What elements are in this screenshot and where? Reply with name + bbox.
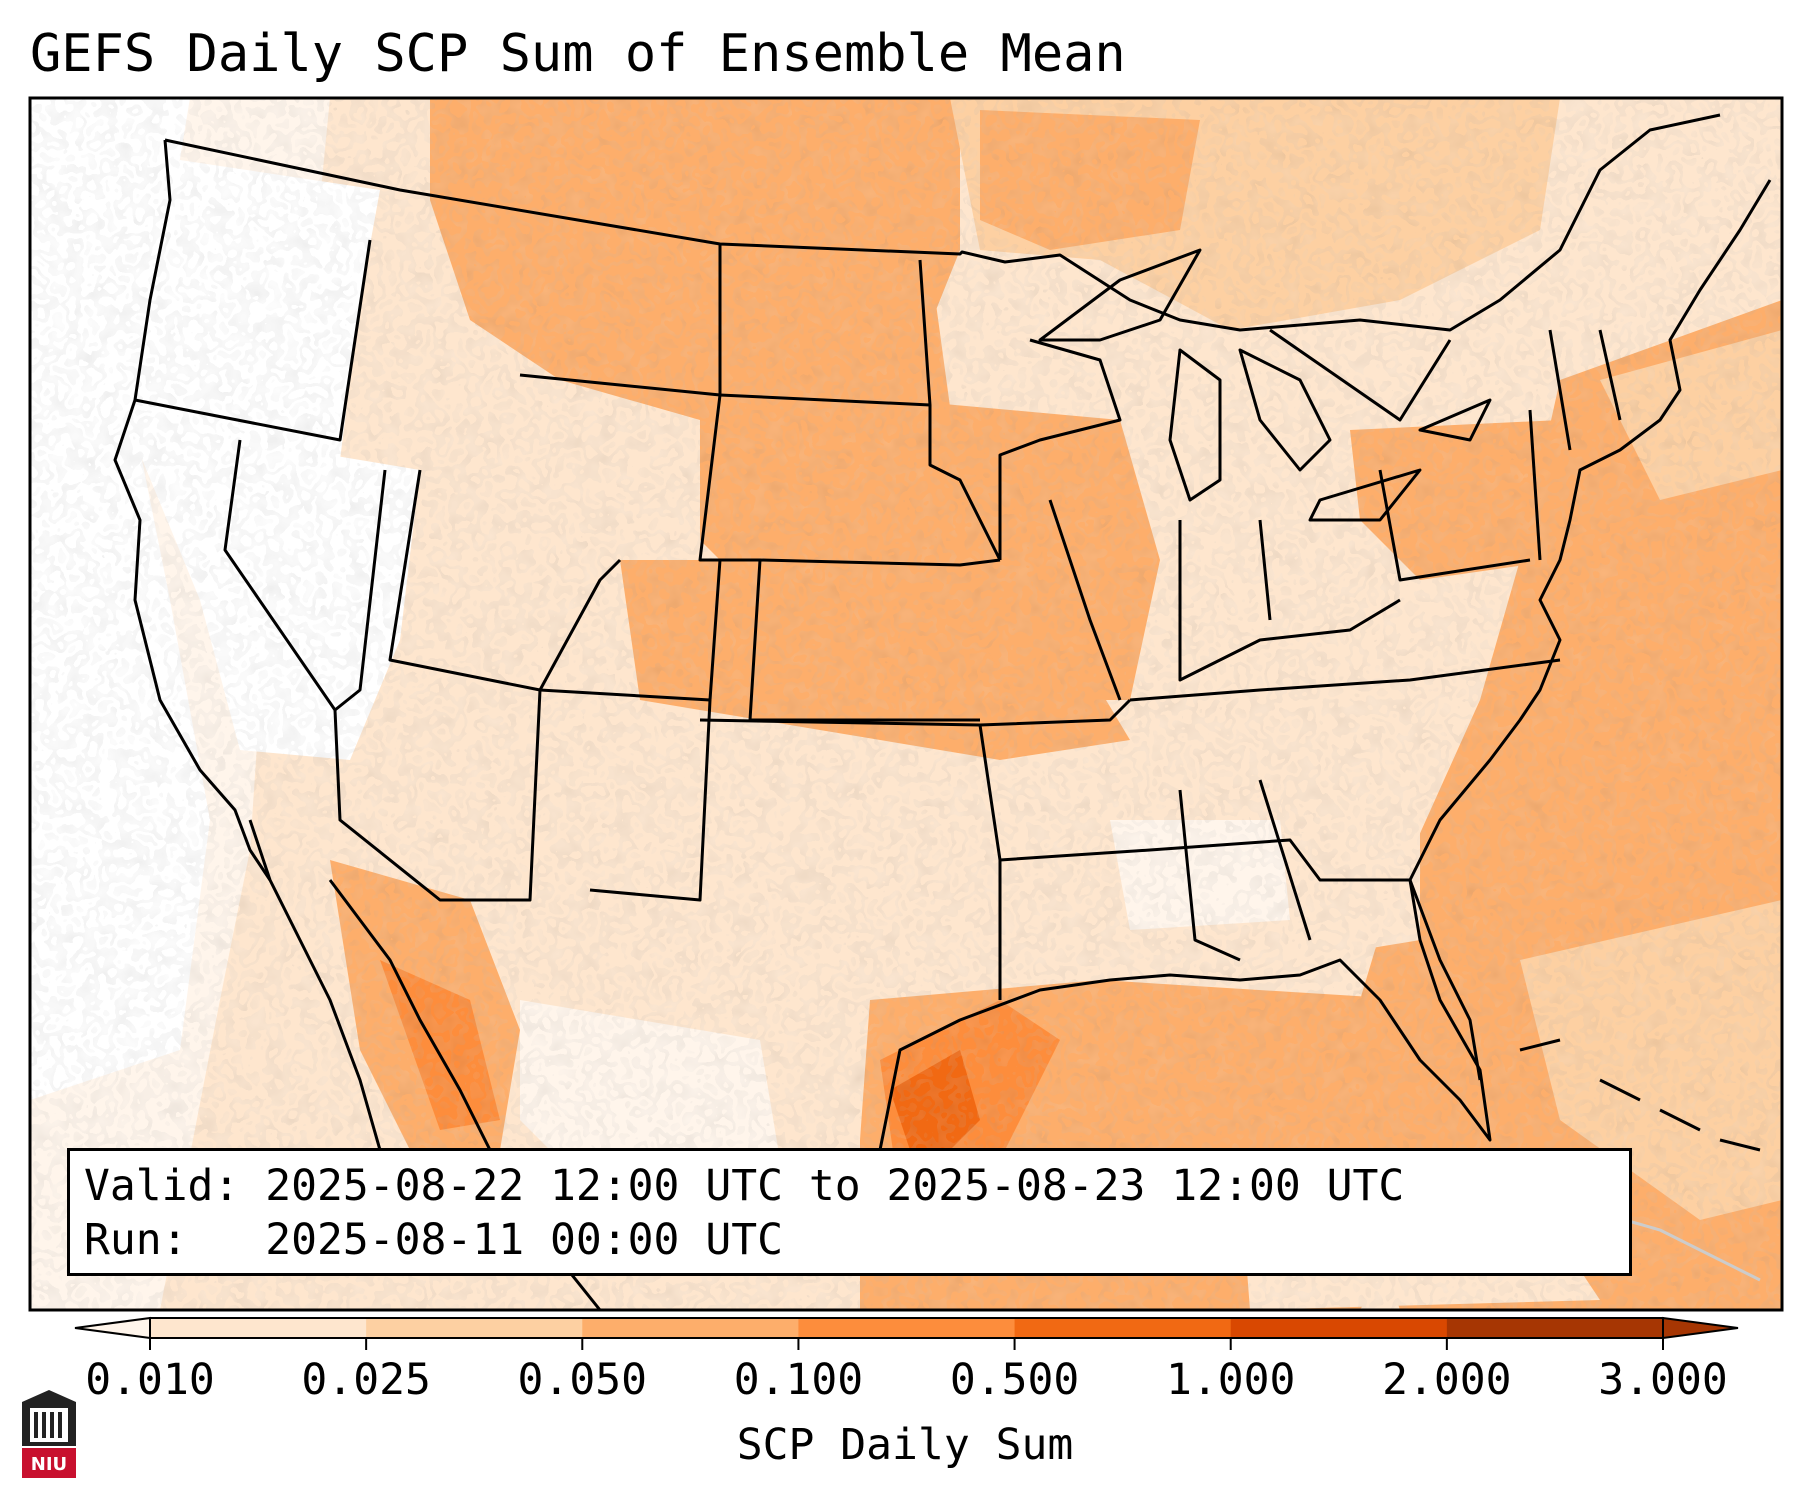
colorbar-extend-high — [1662, 1316, 1739, 1340]
map-title: GEFS Daily SCP Sum of Ensemble Mean — [30, 24, 1126, 84]
colorbar-segment — [798, 1318, 1016, 1338]
colorbar-label: SCP Daily Sum — [736, 1420, 1074, 1470]
valid-run-info-box: Valid: 2025-08-22 12:00 UTC to 2025-08-2… — [67, 1148, 1632, 1276]
colorbar-frame — [149, 1317, 1664, 1339]
colorbar — [74, 1316, 1739, 1350]
colorbar-tick-label: 2.000 — [1382, 1355, 1512, 1405]
colorbar-segment — [1014, 1318, 1232, 1338]
map-frame — [28, 96, 1784, 1312]
colorbar-extend-low — [74, 1316, 151, 1340]
colorbar-segment — [366, 1318, 583, 1338]
colorbar-tick-label: 3.000 — [1598, 1355, 1728, 1405]
scp-field — [30, 98, 1782, 1310]
valid-line: Valid: 2025-08-22 12:00 UTC to 2025-08-2… — [84, 1161, 1405, 1211]
logo-text: NIU — [31, 1454, 67, 1475]
run-line: Run: 2025-08-11 00:00 UTC — [84, 1215, 783, 1265]
colorbar-segment — [1230, 1318, 1448, 1338]
colorbar-tick-label: 0.010 — [85, 1355, 215, 1405]
colorbar-tick-label: 0.025 — [301, 1355, 431, 1405]
colorbar-segment — [582, 1318, 799, 1338]
colorbar-tick-label: 0.050 — [517, 1355, 648, 1405]
niu-logo-icon: NIU — [22, 1390, 76, 1478]
colorbar-segment — [1446, 1318, 1664, 1338]
colorbar-tick-label: 0.500 — [949, 1355, 1080, 1405]
colorbar-tick-label: 1.000 — [1165, 1355, 1296, 1405]
colorbar-tick-label: 0.100 — [733, 1355, 864, 1405]
colorbar-segment — [150, 1318, 367, 1338]
